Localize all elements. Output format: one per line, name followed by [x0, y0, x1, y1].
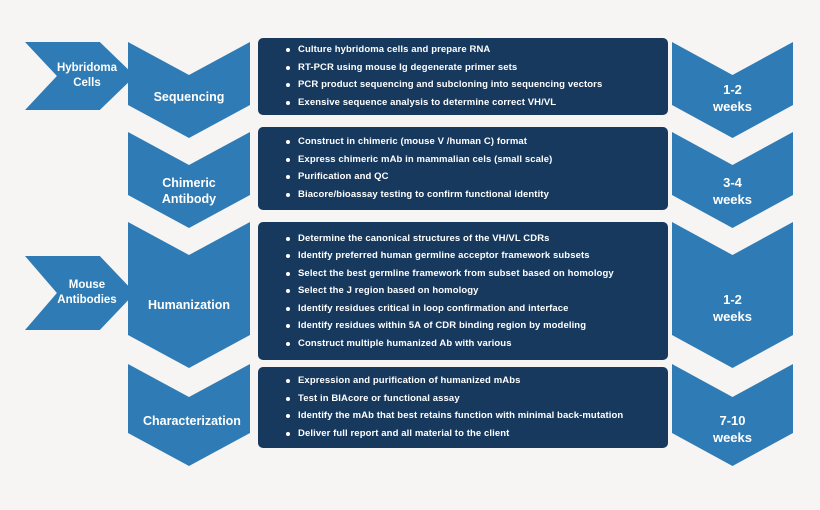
- task-item: Biacore/bioassay testing to confirm func…: [286, 189, 658, 201]
- input-arrow-label: Mouse Antibodies: [57, 278, 116, 308]
- bullet-icon: [286, 83, 290, 88]
- task-text: Deliver full report and all material to …: [298, 427, 510, 439]
- duration-label: 3-4 weeks: [672, 174, 793, 208]
- task-item: Identify residues critical in loop confi…: [286, 303, 658, 315]
- task-text: Construct multiple humanized Ab with var…: [298, 337, 512, 349]
- task-item: Identify the mAb that best retains funct…: [286, 410, 658, 422]
- input-arrow-hybridoma-cells: Hybridoma Cells: [25, 42, 135, 110]
- bullet-icon: [286, 140, 290, 145]
- stage-chevron-chimeric-antibody: Chimeric Antibody: [128, 132, 250, 228]
- task-box-chimeric-antibody: Construct in chimeric (mouse V /human C)…: [258, 127, 668, 210]
- duration-line: 1-2: [723, 81, 742, 97]
- task-text: Test in BIAcore or functional assay: [298, 392, 460, 404]
- duration-line: weeks: [712, 98, 753, 114]
- task-text: Select the best germline framework from …: [298, 267, 614, 279]
- bullet-icon: [286, 236, 290, 241]
- task-item: Deliver full report and all material to …: [286, 428, 658, 440]
- task-text: Express chimeric mAb in mammalian cels (…: [298, 153, 553, 165]
- task-item: RT-PCR using mouse Ig degenerate primer …: [286, 62, 658, 74]
- task-item: Purification and QC: [286, 171, 658, 183]
- task-text: Expression and purification of humanized…: [298, 375, 521, 387]
- task-item: Test in BIAcore or functional assay: [286, 393, 658, 405]
- bullet-icon: [286, 289, 290, 293]
- bullet-icon: [286, 396, 290, 401]
- task-item: Select the best germline framework from …: [286, 268, 658, 280]
- duration-label: 1-2 weeks: [672, 291, 793, 325]
- task-text: Purification and QC: [298, 171, 389, 183]
- task-item: Determine the canonical structures of th…: [286, 233, 658, 245]
- stage-chevron-sequencing: Sequencing: [128, 42, 250, 138]
- duration-line: 1-2: [723, 292, 742, 308]
- task-box-sequencing: Culture hybridoma cells and prepare RNA …: [258, 38, 668, 115]
- task-text: Identify residues within 5A of CDR bindi…: [298, 320, 587, 331]
- input-arrow-label: Hybridoma Cells: [57, 61, 117, 91]
- bullet-icon: [286, 192, 290, 197]
- input-label-line: Cells: [73, 77, 101, 89]
- bullet-icon: [286, 48, 290, 53]
- bullet-icon: [286, 341, 290, 346]
- task-text: Identify residues critical in loop confi…: [298, 302, 569, 314]
- task-item: Construct multiple humanized Ab with var…: [286, 338, 658, 350]
- task-box-characterization: Expression and purification of humanized…: [258, 367, 668, 448]
- stage-label: Humanization: [148, 298, 230, 313]
- task-item: Express chimeric mAb in mammalian cels (…: [286, 154, 658, 166]
- duration-line: weeks: [712, 430, 753, 446]
- duration-chevron-humanization: 1-2 weeks: [672, 222, 793, 368]
- bullet-icon: [286, 175, 290, 180]
- bullet-icon: [286, 254, 290, 258]
- input-label-line: Antibodies: [57, 294, 117, 306]
- duration-line: weeks: [712, 191, 753, 207]
- duration-line: 7-10: [719, 413, 746, 429]
- task-item: Construct in chimeric (mouse V /human C)…: [286, 136, 658, 148]
- bullet-icon: [286, 431, 290, 436]
- bullet-icon: [286, 414, 290, 419]
- duration-chevron-characterization: 7-10 weeks: [672, 364, 793, 466]
- stage-chevron-humanization: Humanization: [128, 222, 250, 368]
- duration-chevron-chimeric-antibody: 3-4 weeks: [672, 132, 793, 228]
- stage-label: Characterization: [143, 414, 241, 429]
- task-item: Expression and purification of humanized…: [286, 375, 658, 387]
- task-text: PCR product sequencing and subcloning in…: [298, 79, 603, 91]
- bullet-icon: [286, 324, 290, 328]
- task-text: RT-PCR using mouse Ig degenerate primer …: [298, 61, 518, 73]
- task-item: Culture hybridoma cells and prepare RNA: [286, 44, 658, 56]
- input-label-line: Mouse: [68, 279, 106, 291]
- stage-chevron-characterization: Characterization: [128, 364, 250, 466]
- bullet-icon: [286, 271, 290, 276]
- task-text: Select the J region based on homology: [298, 285, 479, 296]
- task-text: Identify the mAb that best retains funct…: [298, 410, 624, 422]
- task-item: PCR product sequencing and subcloning in…: [286, 79, 658, 91]
- duration-label: 1-2 weeks: [672, 81, 793, 115]
- input-arrow-mouse-antibodies: Mouse Antibodies: [25, 256, 135, 330]
- task-text: Identify preferred human germline accept…: [298, 250, 590, 261]
- task-text: Biacore/bioassay testing to confirm func…: [298, 188, 549, 200]
- bullet-icon: [286, 157, 290, 162]
- bullet-icon: [286, 65, 290, 70]
- duration-label: 7-10 weeks: [672, 412, 793, 446]
- duration-chevron-sequencing: 1-2 weeks: [672, 42, 793, 138]
- stage-label: Chimeric Antibody: [161, 175, 217, 206]
- task-box-humanization: Determine the canonical structures of th…: [258, 222, 668, 360]
- bullet-icon: [286, 100, 290, 105]
- task-text: Exensive sequence analysis to determine …: [298, 96, 557, 108]
- task-text: Determine the canonical structures of th…: [298, 232, 550, 244]
- bullet-icon: [286, 306, 290, 311]
- task-text: Construct in chimeric (mouse V /human C)…: [298, 136, 528, 148]
- input-label-line: Hybridoma: [56, 62, 118, 74]
- task-item: Identify residues within 5A of CDR bindi…: [286, 320, 658, 332]
- stage-label: Sequencing: [153, 89, 225, 104]
- duration-line: weeks: [712, 309, 753, 325]
- task-item: Select the J region based on homology: [286, 285, 658, 297]
- duration-line: 3-4: [723, 174, 742, 190]
- task-text: Culture hybridoma cells and prepare RNA: [298, 44, 491, 56]
- task-item: Exensive sequence analysis to determine …: [286, 97, 658, 109]
- bullet-icon: [286, 379, 290, 384]
- task-item: Identify preferred human germline accept…: [286, 250, 658, 262]
